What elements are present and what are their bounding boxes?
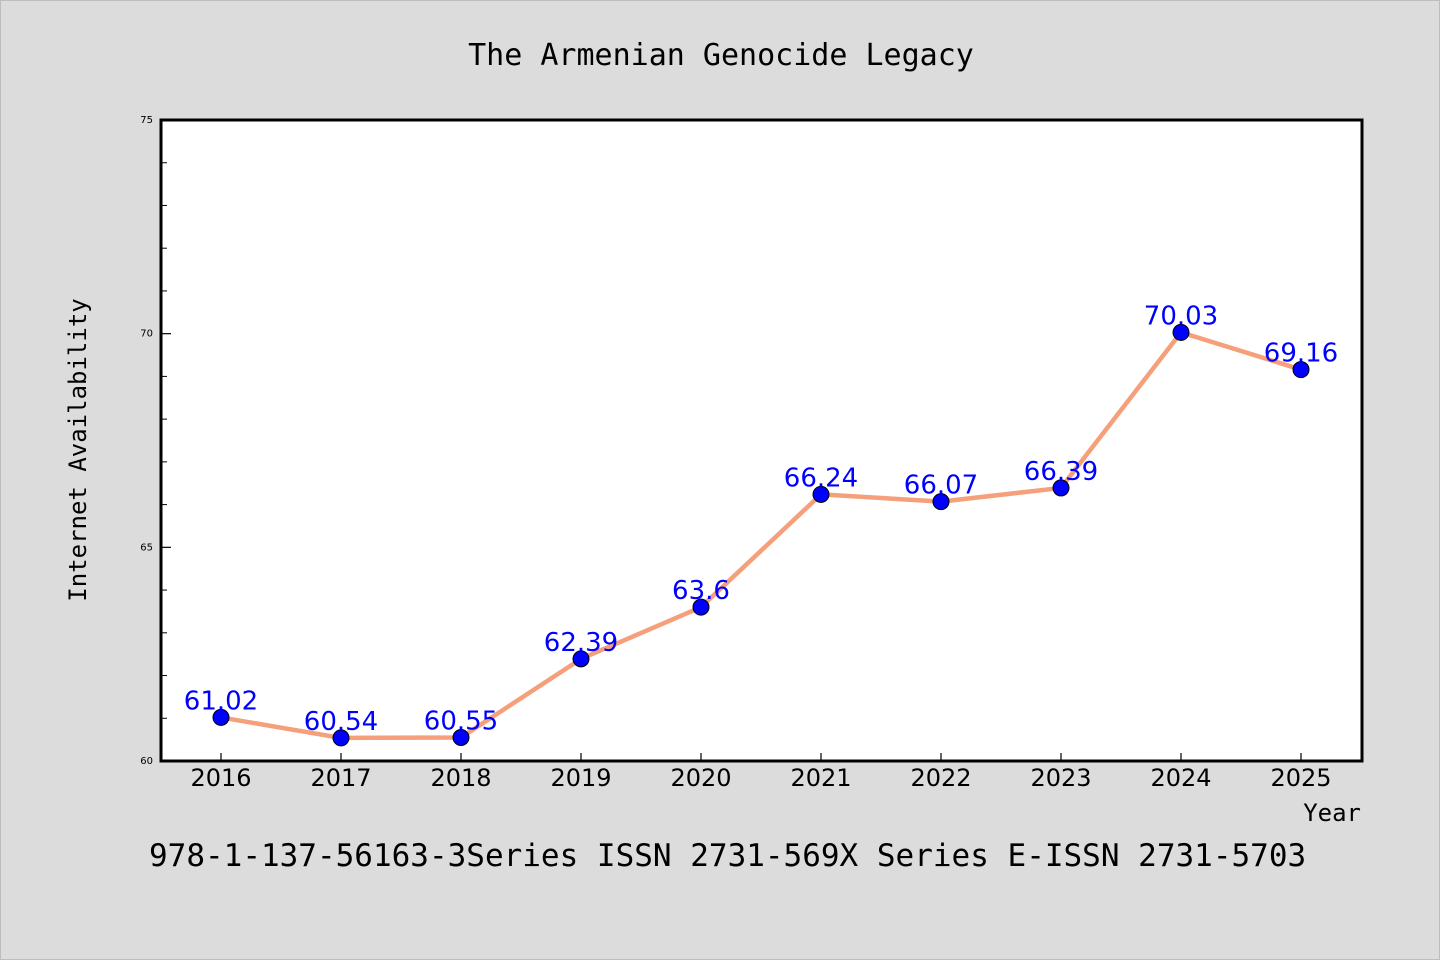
y-tick-label: 70 xyxy=(140,329,153,340)
x-tick-label: 2017 xyxy=(310,764,371,792)
data-point-2017 xyxy=(332,729,350,747)
x-tick-label: 2020 xyxy=(670,764,731,792)
data-label-2016: 61.02 xyxy=(184,686,258,716)
y-axis: 60 65 70 75 xyxy=(140,115,171,767)
x-tick-label: 2018 xyxy=(430,764,491,792)
data-point-2018 xyxy=(452,728,470,746)
plot-area xyxy=(159,118,1364,763)
data-point-2021 xyxy=(812,485,830,503)
y-tick-label: 75 xyxy=(140,115,153,126)
data-point-2025 xyxy=(1292,361,1310,379)
x-tick-label: 2024 xyxy=(1150,764,1211,792)
data-label-2018: 60.55 xyxy=(424,706,498,736)
data-markers xyxy=(212,323,1310,747)
data-point-2023 xyxy=(1052,479,1070,497)
x-axis: 2016 2017 2018 2019 2020 2021 2022 2023 2024 2025 xyxy=(190,753,1332,792)
y-tick-label: 60 xyxy=(140,756,153,767)
data-point-2016 xyxy=(212,708,230,726)
data-label-2019: 62.39 xyxy=(544,628,618,658)
x-tick-label: 2023 xyxy=(1030,764,1091,792)
y-tick-label: 65 xyxy=(140,542,153,553)
data-label-2020: 63.6 xyxy=(672,576,730,606)
x-tick-label: 2016 xyxy=(190,764,251,792)
data-label-2022: 66.07 xyxy=(904,471,978,501)
x-tick-label: 2025 xyxy=(1270,764,1331,792)
data-label-2021: 66.24 xyxy=(784,463,858,493)
x-axis-label: Year xyxy=(1303,799,1361,827)
data-point-2022 xyxy=(932,493,950,511)
data-label-2024: 70.03 xyxy=(1144,301,1218,331)
data-point-2024 xyxy=(1172,323,1190,341)
y-axis-label: Internet Availability xyxy=(64,298,92,601)
data-label-2017: 60.54 xyxy=(304,707,378,737)
data-labels: 61.02 60.54 60.55 62.39 63.6 66.24 66.07 66.39 7… xyxy=(184,301,1338,737)
data-label-2023: 66.39 xyxy=(1024,457,1098,487)
data-point-2019 xyxy=(572,650,590,668)
x-tick-label: 2019 xyxy=(550,764,611,792)
data-point-2020 xyxy=(692,598,710,616)
chart-title: The Armenian Genocide Legacy xyxy=(468,38,974,73)
footer-isbn-issn: 978-1-137-56163-3Series ISSN 2731-569X S… xyxy=(149,838,1306,874)
x-tick-label: 2021 xyxy=(790,764,851,792)
x-tick-label: 2022 xyxy=(910,764,971,792)
series-line xyxy=(218,330,1304,741)
data-label-2025: 69.16 xyxy=(1264,339,1338,369)
